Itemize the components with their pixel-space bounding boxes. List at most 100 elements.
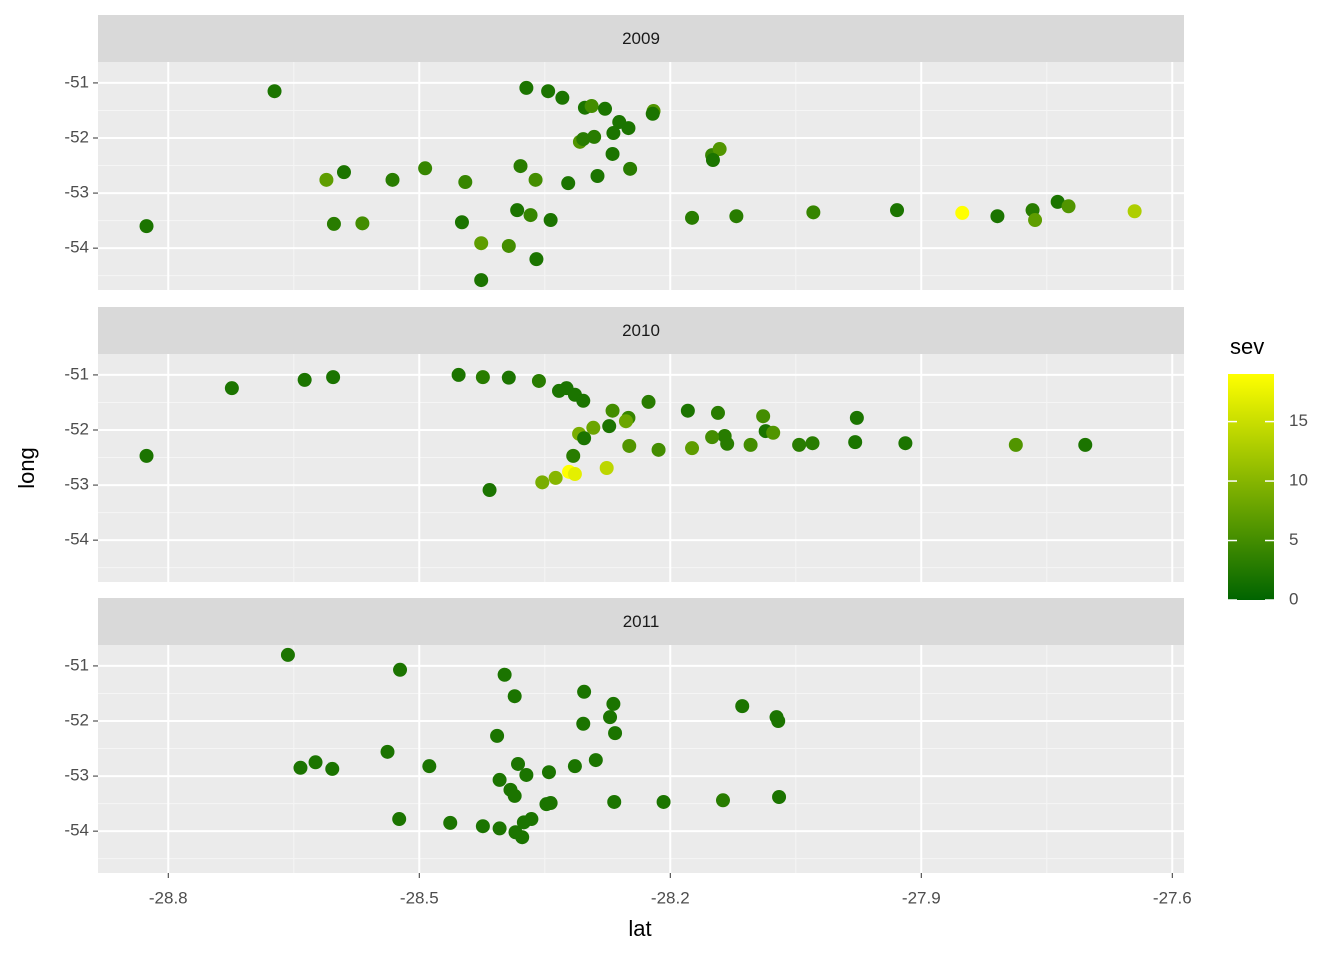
y-tick-label: -52: [64, 127, 89, 146]
point: [482, 483, 497, 498]
point: [792, 437, 807, 452]
point: [576, 393, 591, 408]
point: [393, 662, 408, 677]
point: [543, 213, 558, 228]
point: [454, 215, 469, 230]
point: [712, 142, 727, 157]
point: [528, 172, 543, 187]
point: [576, 716, 591, 731]
point: [608, 726, 623, 741]
point: [705, 153, 720, 168]
x-tick-label: -27.9: [902, 888, 941, 907]
y-tick-label: -54: [64, 530, 89, 549]
point: [587, 129, 602, 144]
point: [552, 383, 567, 398]
x-axis-title: lat: [628, 916, 651, 941]
strip-label: 2009: [622, 29, 660, 48]
point: [586, 420, 601, 435]
point: [523, 208, 538, 223]
point: [139, 448, 154, 463]
point: [766, 425, 781, 440]
point: [605, 403, 620, 418]
point: [422, 759, 437, 774]
point: [710, 405, 725, 420]
point: [515, 830, 530, 845]
y-tick-label: -53: [64, 183, 89, 202]
point: [599, 461, 614, 475]
strip: [98, 15, 1184, 62]
colorbar-label: 10: [1289, 471, 1308, 490]
point: [392, 812, 407, 827]
point: [705, 430, 720, 445]
point: [535, 475, 550, 490]
point: [492, 772, 507, 787]
colorbar-label: 0: [1289, 589, 1298, 608]
point: [501, 370, 516, 385]
point: [771, 714, 786, 728]
point: [656, 794, 671, 809]
x-tick-label: -27.6: [1153, 888, 1192, 907]
point: [685, 210, 700, 225]
point: [380, 744, 395, 759]
y-tick-label: -52: [64, 710, 89, 729]
point: [475, 819, 490, 834]
point: [511, 756, 526, 771]
strip-label: 2011: [623, 612, 660, 631]
point: [497, 667, 512, 682]
point: [720, 436, 735, 451]
strip-label: 2010: [622, 321, 660, 340]
point: [685, 441, 700, 456]
x-tick-label: -28.8: [149, 888, 188, 907]
point: [555, 90, 570, 105]
legend-title: sev: [1230, 334, 1264, 359]
point: [548, 470, 563, 485]
point: [385, 172, 400, 187]
point: [955, 205, 970, 220]
point: [605, 146, 620, 161]
point: [603, 710, 618, 725]
point: [567, 759, 582, 774]
point: [606, 696, 621, 711]
point: [576, 132, 591, 147]
point: [590, 169, 605, 183]
panel: [98, 62, 1184, 290]
panel: [98, 645, 1184, 873]
colorbar: [1228, 374, 1274, 600]
point: [715, 793, 730, 808]
point: [561, 176, 576, 191]
point: [336, 165, 351, 180]
point: [848, 435, 863, 450]
point: [529, 252, 544, 267]
strip: [98, 598, 1184, 645]
point: [139, 219, 154, 234]
point: [680, 403, 695, 418]
point: [607, 794, 622, 809]
point: [507, 788, 522, 803]
x-tick-label: -28.2: [651, 888, 690, 907]
point: [355, 216, 370, 231]
point: [524, 812, 539, 827]
colorbar-label: 15: [1289, 411, 1308, 430]
y-tick-label: -51: [64, 72, 89, 91]
point: [326, 216, 341, 231]
point: [584, 99, 599, 114]
point: [474, 236, 489, 251]
point: [1050, 194, 1065, 209]
point: [293, 760, 308, 775]
point: [280, 647, 295, 662]
point: [451, 367, 466, 382]
point: [588, 753, 603, 768]
y-tick-label: -51: [64, 655, 89, 674]
point: [651, 442, 666, 457]
point: [474, 273, 489, 288]
point: [501, 238, 516, 253]
point: [541, 765, 556, 780]
point: [735, 699, 750, 714]
point: [443, 815, 458, 830]
point: [898, 436, 913, 451]
point: [510, 203, 525, 218]
point: [621, 121, 636, 136]
y-axis-title: long: [14, 447, 39, 489]
point: [224, 381, 239, 396]
